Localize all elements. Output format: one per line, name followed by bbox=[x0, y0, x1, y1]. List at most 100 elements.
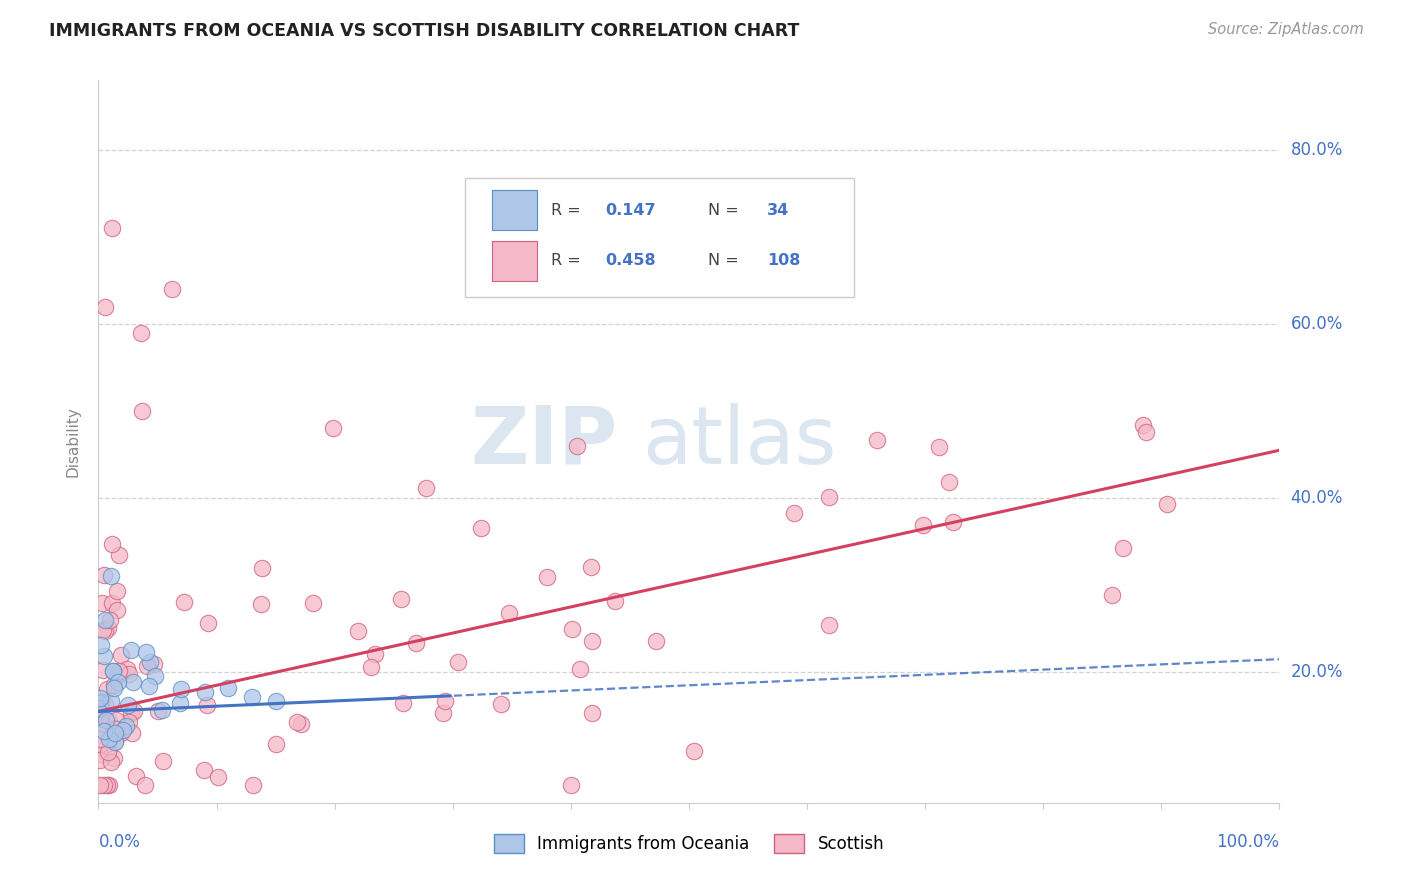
Point bbox=[250, 561, 273, 575]
Point bbox=[103, 681, 125, 695]
Point bbox=[100, 221, 122, 235]
Point bbox=[360, 660, 382, 674]
Point bbox=[89, 747, 111, 761]
Point bbox=[1135, 425, 1157, 440]
Point bbox=[912, 518, 935, 533]
Point bbox=[866, 433, 889, 447]
Point bbox=[121, 726, 143, 740]
Text: ZIP: ZIP bbox=[471, 402, 619, 481]
Point bbox=[498, 606, 520, 620]
Point bbox=[135, 645, 157, 659]
Point bbox=[117, 698, 139, 713]
Point bbox=[101, 537, 124, 551]
Point bbox=[89, 700, 111, 714]
Point bbox=[103, 664, 125, 678]
Point bbox=[89, 731, 111, 746]
Text: 40.0%: 40.0% bbox=[1291, 489, 1343, 508]
Text: 0.0%: 0.0% bbox=[98, 833, 141, 851]
Point bbox=[125, 769, 148, 783]
Point bbox=[89, 701, 111, 715]
Point bbox=[447, 655, 470, 669]
Point bbox=[569, 662, 592, 676]
Point bbox=[110, 648, 132, 663]
Point bbox=[120, 706, 142, 721]
Point bbox=[118, 667, 141, 681]
Point bbox=[405, 636, 427, 650]
Point bbox=[94, 613, 117, 627]
Bar bbox=[492, 191, 537, 230]
Point bbox=[561, 623, 583, 637]
Point bbox=[264, 694, 287, 708]
Point bbox=[565, 439, 588, 453]
Point bbox=[146, 704, 169, 718]
Text: Source: ZipAtlas.com: Source: ZipAtlas.com bbox=[1208, 22, 1364, 37]
Point bbox=[89, 690, 111, 705]
Point bbox=[97, 731, 120, 746]
Point bbox=[169, 696, 191, 710]
Point bbox=[131, 404, 153, 418]
Point bbox=[138, 679, 160, 693]
Legend: Immigrants from Oceania, Scottish: Immigrants from Oceania, Scottish bbox=[486, 827, 891, 860]
Point bbox=[581, 633, 603, 648]
Point bbox=[101, 664, 124, 678]
Point bbox=[89, 712, 111, 726]
Point bbox=[683, 744, 706, 758]
Point bbox=[93, 568, 115, 582]
Point bbox=[104, 735, 127, 749]
Text: 108: 108 bbox=[766, 253, 800, 268]
Point bbox=[160, 282, 183, 296]
Point bbox=[143, 657, 166, 671]
Point bbox=[536, 569, 558, 583]
Point bbox=[818, 618, 841, 632]
Point bbox=[250, 597, 273, 611]
Point bbox=[217, 681, 239, 696]
Point bbox=[89, 695, 111, 709]
Point bbox=[193, 764, 215, 778]
Bar bbox=[492, 241, 537, 281]
Point bbox=[195, 698, 218, 713]
Point bbox=[120, 643, 142, 657]
Point bbox=[108, 664, 131, 678]
Point bbox=[197, 616, 219, 631]
Text: 34: 34 bbox=[766, 202, 789, 218]
FancyBboxPatch shape bbox=[464, 178, 855, 297]
Point bbox=[111, 723, 134, 737]
Text: N =: N = bbox=[707, 253, 738, 268]
Point bbox=[389, 591, 412, 606]
Point bbox=[100, 755, 122, 769]
Point bbox=[104, 726, 127, 740]
Point bbox=[170, 681, 193, 696]
Point bbox=[560, 778, 582, 792]
Text: R =: R = bbox=[551, 202, 581, 218]
Point bbox=[93, 778, 115, 792]
Point bbox=[392, 696, 415, 710]
Text: 0.458: 0.458 bbox=[605, 253, 655, 268]
Point bbox=[97, 714, 120, 729]
Point bbox=[290, 717, 312, 731]
Point bbox=[173, 595, 195, 609]
Text: R =: R = bbox=[551, 253, 581, 268]
Point bbox=[363, 647, 385, 661]
Point bbox=[783, 506, 806, 520]
Point bbox=[98, 778, 121, 792]
Point bbox=[110, 665, 132, 680]
Point bbox=[581, 706, 603, 721]
Point bbox=[101, 596, 124, 610]
Point bbox=[105, 603, 128, 617]
Point bbox=[91, 663, 114, 677]
Point bbox=[152, 754, 174, 768]
Point bbox=[96, 778, 118, 792]
Point bbox=[928, 441, 950, 455]
Point bbox=[114, 718, 136, 732]
Point bbox=[207, 770, 229, 784]
Point bbox=[302, 596, 325, 610]
Point bbox=[94, 713, 117, 727]
Point bbox=[117, 715, 139, 730]
Point bbox=[107, 674, 129, 689]
Point bbox=[129, 326, 152, 340]
Point bbox=[138, 655, 160, 669]
Point bbox=[94, 624, 117, 638]
Point bbox=[942, 515, 965, 529]
Point bbox=[242, 778, 264, 792]
Point bbox=[89, 737, 111, 751]
